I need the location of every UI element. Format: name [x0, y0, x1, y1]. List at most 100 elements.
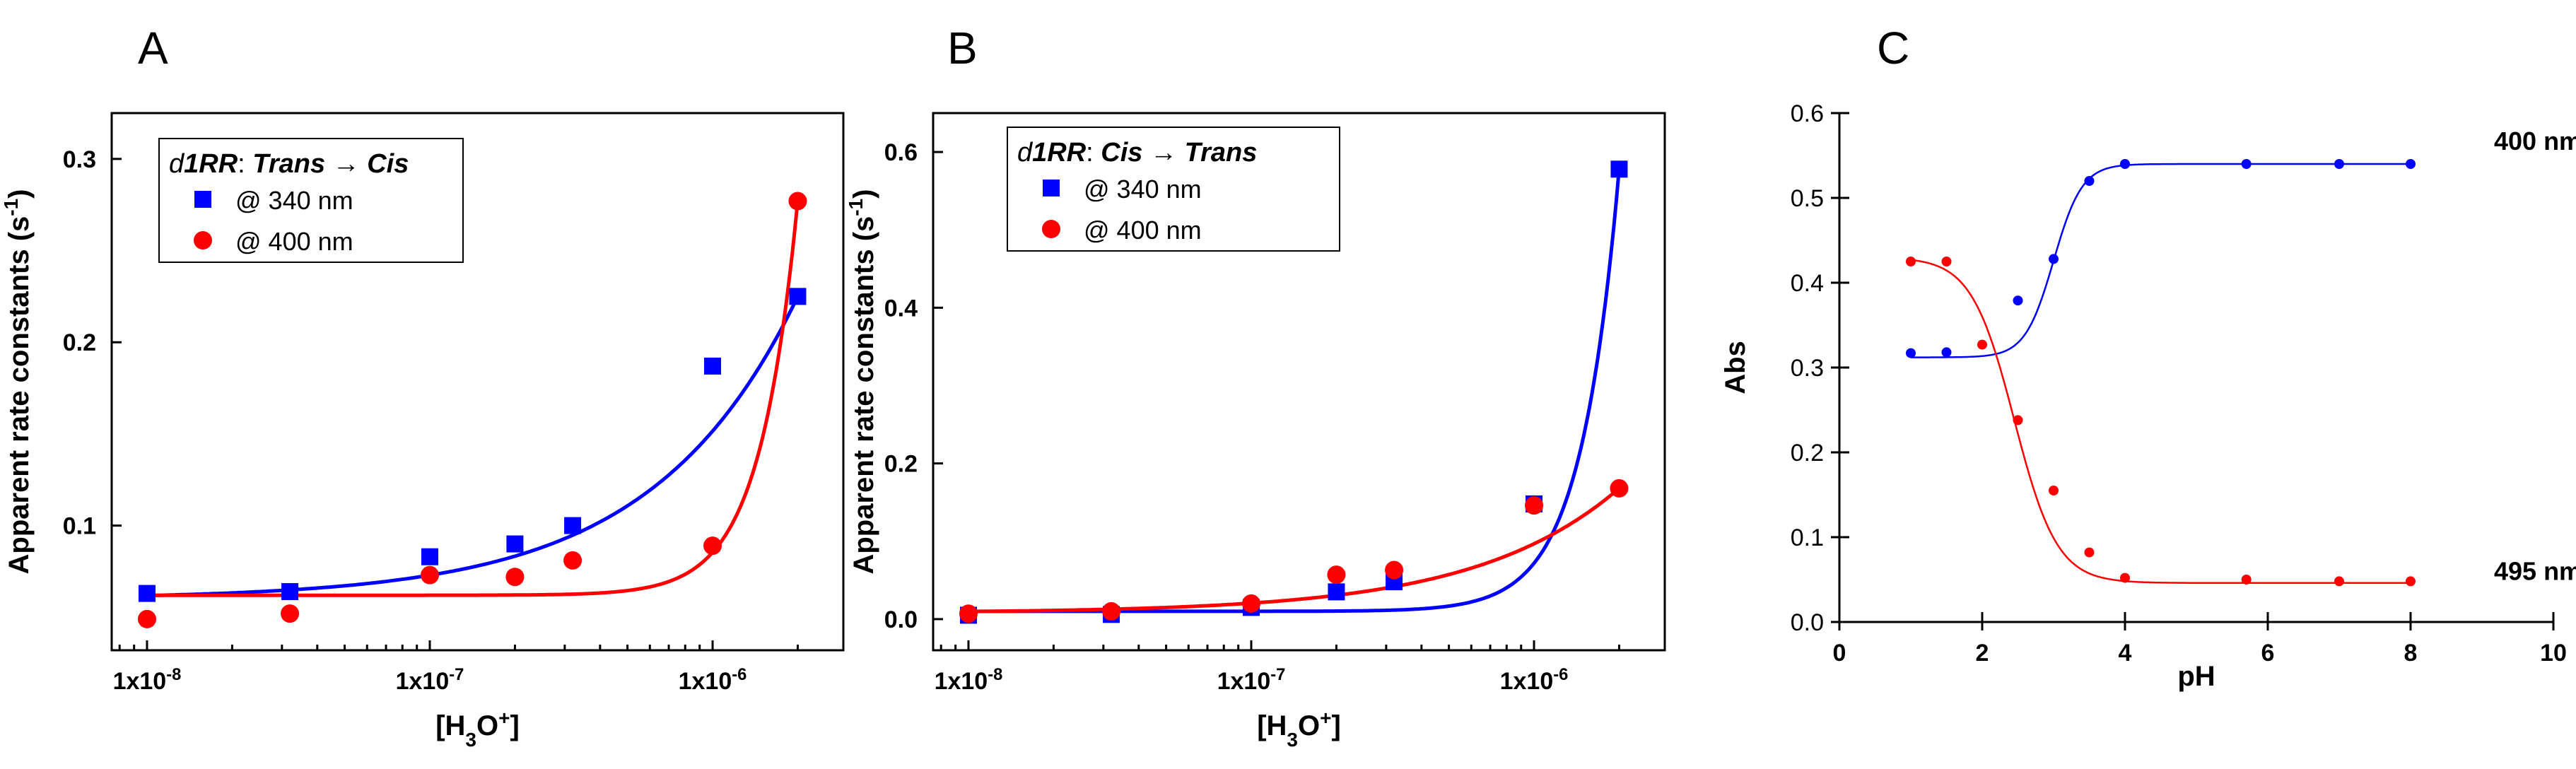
x-tick-label: 1x10-7	[396, 665, 464, 695]
y-tick-label: 0.2	[884, 451, 918, 478]
data-point	[2241, 575, 2252, 585]
legend-title: d1RR: Cis → Trans	[1017, 138, 1257, 168]
x-tick-label: 10	[2540, 640, 2567, 667]
data-point	[2049, 254, 2059, 264]
legend-entry-label: @ 340 nm	[1084, 175, 1202, 204]
legend-box	[1007, 127, 1340, 252]
data-point	[2013, 415, 2023, 425]
data-point	[1941, 347, 1952, 358]
data-point	[2334, 576, 2344, 587]
y-tick-label: 0.2	[63, 329, 96, 356]
y-axis-title: Apparent rate constants (s-1)	[0, 189, 35, 574]
fit-curve	[1911, 163, 2411, 358]
legend: d1RR: Cis → Trans @ 340 nm @ 400 nm	[1007, 127, 1340, 252]
data-point	[1941, 257, 1952, 266]
x-tick-label: 8	[2404, 640, 2418, 667]
legend-entry-label: @ 400 nm	[235, 227, 353, 256]
x-tick-label: 1x10-8	[935, 665, 1003, 695]
fit-curve	[146, 295, 800, 598]
plot-frame	[110, 112, 845, 652]
y-tick-label: 0.1	[1791, 524, 1824, 551]
data-point	[137, 609, 156, 628]
fit-curve	[147, 201, 800, 597]
x-tick-label: 1x10-6	[1500, 665, 1569, 695]
series-label: 400 nm	[2494, 127, 2576, 155]
data-point	[421, 548, 439, 565]
data-point	[1906, 348, 1916, 358]
y-tick-label: 0.4	[1791, 270, 1824, 297]
data-point	[2406, 576, 2416, 587]
y-tick-label: 0.1	[63, 513, 96, 540]
fit-curve	[968, 487, 1621, 614]
data-point	[2120, 573, 2130, 583]
data-point	[1385, 560, 1404, 580]
x-axis-title: pH	[2177, 661, 2215, 692]
data-point	[1102, 601, 1121, 621]
data-point	[2084, 547, 2095, 558]
data-point	[1610, 479, 1629, 498]
legend: d1RR: Trans → Cis @ 340 nm @ 400 nm	[158, 138, 464, 263]
data-point	[2013, 295, 2023, 306]
chart-panel-c: C 0.0 0.1 0.2 0.3 0.4 0.5 0.6 0 2 4 6 8 10 pH Abs 400 nm…	[1720, 23, 2576, 692]
legend-entry-label: @ 400 nm	[1084, 216, 1202, 245]
data-point	[789, 288, 807, 305]
panel-label: A	[138, 23, 168, 74]
y-tick-label: 0.0	[884, 606, 918, 633]
y-tick-label: 0.3	[63, 146, 96, 173]
x-tick-label: 2	[1976, 640, 1989, 667]
data-point	[563, 551, 582, 570]
data-point	[1242, 594, 1261, 613]
data-point	[138, 585, 156, 602]
y-axis-title: Apparent rate constants (s-1)	[845, 189, 880, 574]
data-point	[703, 536, 722, 556]
x-tick-label: 1x10-7	[1217, 665, 1286, 695]
data-point	[959, 604, 978, 623]
data-point	[1610, 160, 1628, 178]
data-point	[1525, 496, 1544, 515]
y-axis-title: Abs	[1720, 341, 1751, 394]
data-point	[1906, 257, 1916, 266]
fit-curve	[1910, 259, 2411, 585]
x-tick-label: 0	[1833, 640, 1846, 667]
x-tick-label: 1x10-8	[113, 665, 182, 695]
data-point	[2084, 176, 2095, 186]
data-point	[1327, 565, 1346, 585]
data-point	[281, 604, 300, 623]
data-point	[1977, 339, 1987, 350]
y-tick-label: 0.0	[1791, 609, 1824, 636]
y-tick-label: 0.3	[1791, 355, 1824, 382]
data-point	[2334, 159, 2344, 169]
panel-label: B	[947, 23, 978, 74]
data-point	[2406, 159, 2416, 169]
data-point	[564, 517, 582, 534]
data-point	[704, 357, 722, 375]
chart-panel-b: B 0.0 0.2 0.4 0.6 1x10-8 1x10-7 1x10-6 [H3O+] App…	[845, 23, 1666, 751]
data-point	[281, 582, 299, 600]
plot-frame	[932, 112, 1666, 652]
y-tick-label: 0.6	[884, 139, 918, 166]
chart-panel-a: A 0.1 0.2 0.3 1x10-8 1x10-7 1x10-6 [H3O+] Appare…	[0, 23, 845, 751]
series-label: 495 nm	[2494, 556, 2576, 585]
y-tick-label: 0.2	[1791, 440, 1824, 466]
data-point	[505, 568, 525, 587]
x-tick-label: 4	[2119, 640, 2132, 667]
legend-title: d1RR: Trans → Cis	[169, 149, 409, 179]
data-point	[421, 565, 440, 585]
data-point	[2049, 486, 2059, 495]
data-point	[506, 535, 524, 553]
data-point	[788, 192, 807, 211]
y-tick-label: 0.5	[1791, 185, 1824, 212]
data-point	[1328, 583, 1345, 601]
data-point	[2241, 159, 2252, 169]
legend-marker	[194, 191, 211, 208]
y-tick-label: 0.6	[1791, 100, 1824, 127]
x-axis-title: [H3O+]	[1257, 707, 1341, 751]
x-tick-label: 6	[2261, 640, 2275, 667]
data-point	[2120, 159, 2130, 169]
y-tick-label: 0.4	[884, 295, 918, 322]
x-tick-label: 1x10-6	[679, 665, 747, 695]
panel-label: C	[1877, 23, 1909, 74]
legend-entry-label: @ 340 nm	[235, 186, 353, 215]
legend-marker	[1042, 220, 1060, 238]
